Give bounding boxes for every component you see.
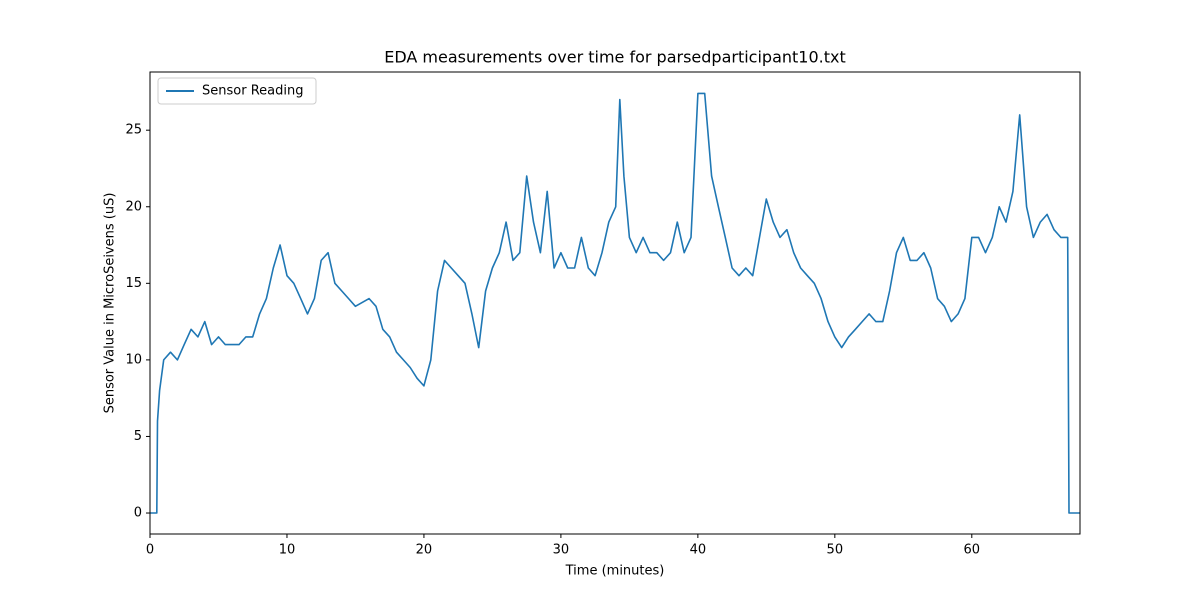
x-tick-label: 20 [416,543,433,558]
x-tick-label: 10 [279,543,296,558]
y-tick-label: 5 [134,429,142,444]
y-tick-label: 10 [125,352,142,367]
x-tick-label: 40 [690,543,707,558]
chart-title: EDA measurements over time for parsedpar… [384,48,846,67]
x-tick-label: 50 [827,543,844,558]
y-axis-label: Sensor Value in MicroSeivens (uS) [103,193,118,414]
series-line [150,92,1080,514]
legend-box [157,77,317,105]
y-tick-label: 25 [125,123,142,138]
x-tick-label: 0 [146,543,154,558]
x-axis-label: Time (minutes) [565,564,665,579]
legend-label: Sensor Reading [202,84,303,99]
x-tick-label: 30 [553,543,570,558]
x-tick-label: 60 [964,543,981,558]
y-tick-label: 0 [134,506,142,521]
y-tick-label: 15 [125,276,142,291]
y-tick-label: 20 [125,199,142,214]
plot-frame [149,71,1081,535]
